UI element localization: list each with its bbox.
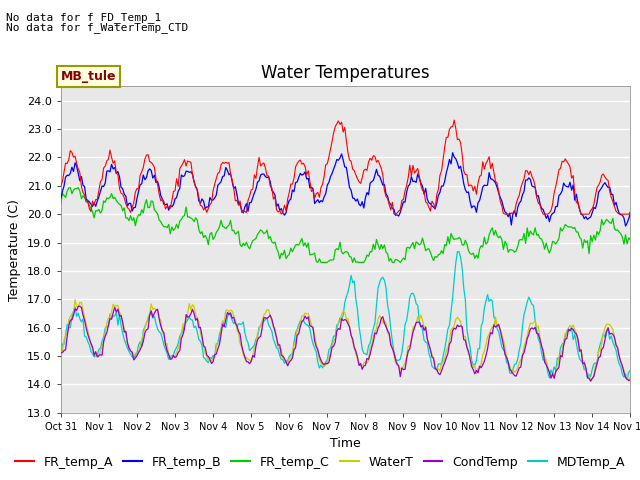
Title: Water Temperatures: Water Temperatures bbox=[261, 64, 430, 82]
Text: MB_tule: MB_tule bbox=[61, 70, 116, 83]
X-axis label: Time: Time bbox=[330, 437, 361, 450]
Text: No data for f FD_Temp_1: No data for f FD_Temp_1 bbox=[6, 12, 162, 23]
Legend: FR_temp_A, FR_temp_B, FR_temp_C, WaterT, CondTemp, MDTemp_A: FR_temp_A, FR_temp_B, FR_temp_C, WaterT,… bbox=[10, 451, 630, 474]
Text: No data for f_WaterTemp_CTD: No data for f_WaterTemp_CTD bbox=[6, 22, 189, 33]
Y-axis label: Temperature (C): Temperature (C) bbox=[8, 199, 21, 300]
